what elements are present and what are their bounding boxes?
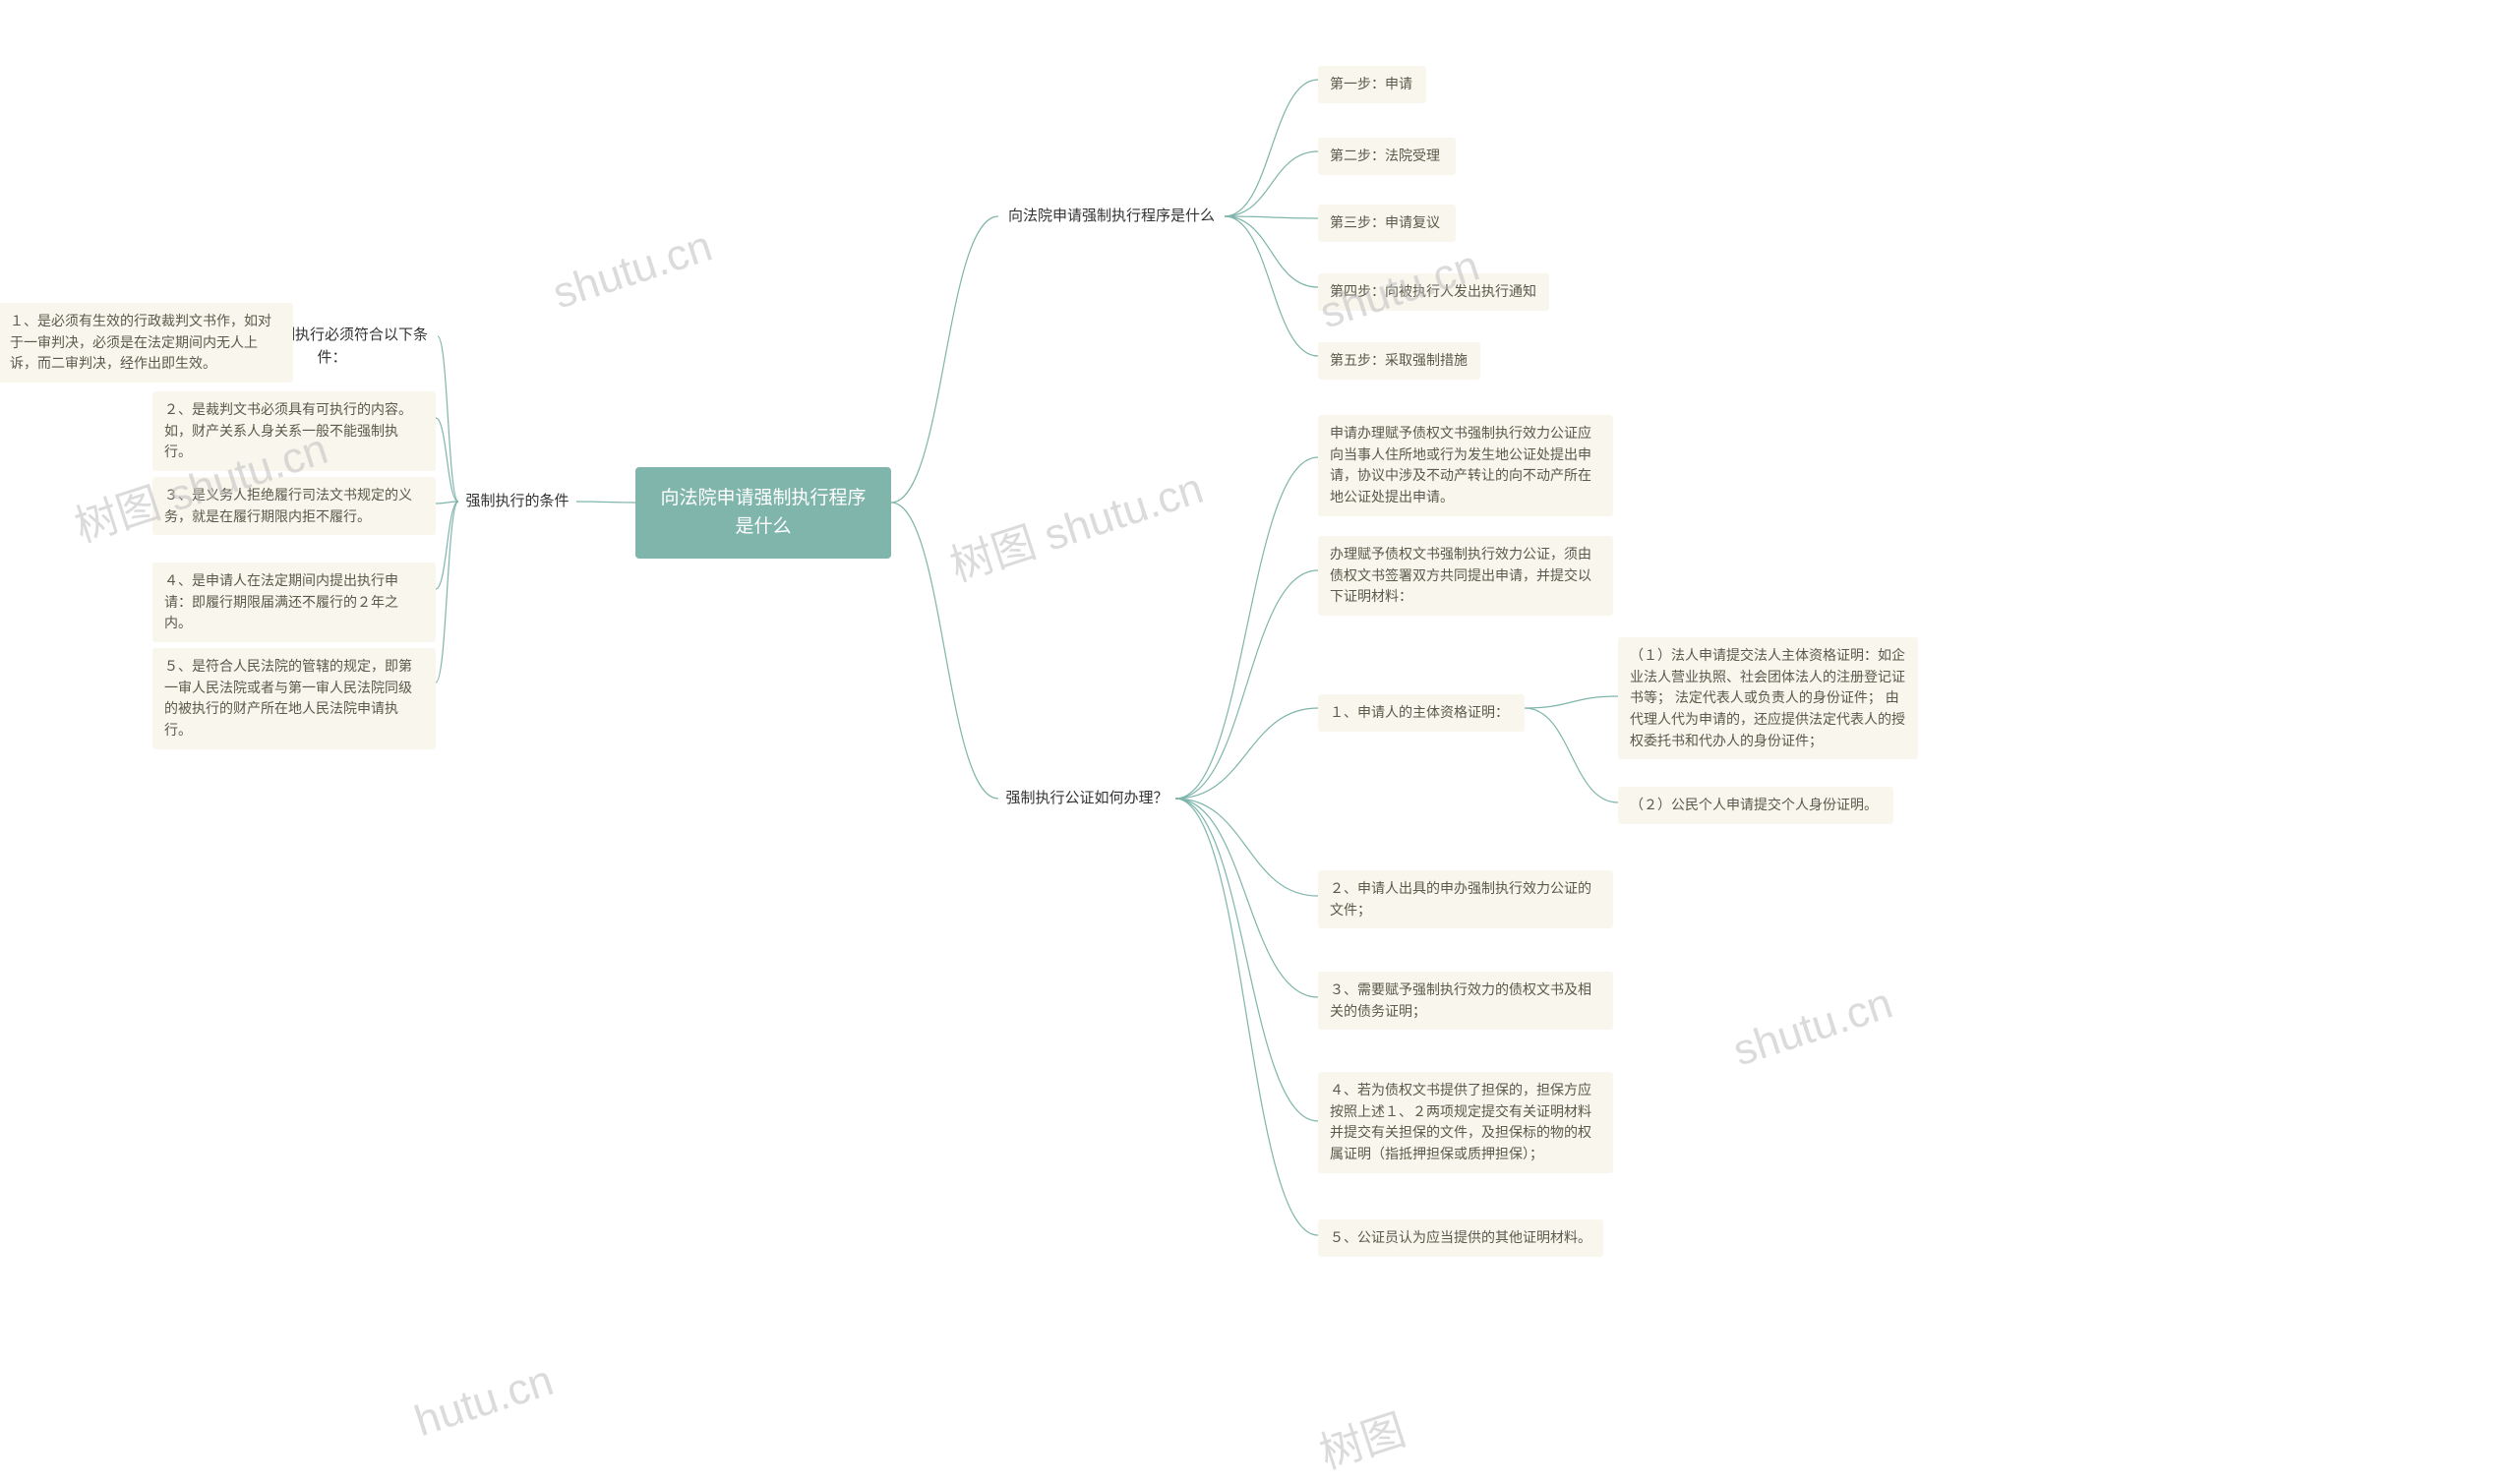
left-leaf-first-child: １、是必须有生效的行政裁判文书作，如对于一审判决，必须是在法定期间内无人上诉，而…	[0, 303, 293, 383]
leaf-right-1-1: 办理赋予债权文书强制执行效力公证，须由债权文书签署双方共同提出申请，并提交以下证…	[1318, 536, 1613, 616]
leaf-left-2: ２、是裁判文书必须具有可执行的内容。如，财产关系人身关系一般不能强制执行。	[152, 391, 436, 471]
left-leaf-first-child-text: １、是必须有生效的行政裁判文书作，如对于一审判决，必须是在法定期间内无人上诉，而…	[10, 311, 281, 375]
leaf-left-4: ４、是申请人在法定期间内提出执行申请：即履行期限届满还不履行的２年之内。	[152, 563, 436, 642]
root-node: 向法院申请强制执行程序是什么	[635, 467, 891, 559]
leaf-left-5: ５、是符合人民法院的管辖的规定，即第一审人民法院或者与第一审人民法院同级的被执行…	[152, 648, 436, 749]
branch-right-1: 强制执行公证如何办理？	[998, 787, 1175, 810]
leaf-right-0-2: 第三步：申请复议	[1318, 205, 1456, 242]
leaf-right-0-0: 第一步：申请	[1318, 66, 1426, 103]
leaf-right-1-5: ４、若为债权文书提供了担保的，担保方应按照上述１、２两项规定提交有关证明材料并提…	[1318, 1072, 1613, 1173]
leaf-right-1-2-0: （１）法人申请提交法人主体资格证明：如企业法人营业执照、社会团体法人的注册登记证…	[1618, 637, 1918, 759]
watermark-1: shutu.cn	[547, 222, 718, 320]
leaf-right-0-1: 第二步：法院受理	[1318, 138, 1456, 175]
root-label: 向法院申请强制执行程序是什么	[657, 485, 869, 541]
leaf-right-1-0: 申请办理赋予债权文书强制执行效力公证应向当事人住所地或行为发生地公证处提出申请，…	[1318, 415, 1613, 516]
left-branch-label: 强制执行的条件	[458, 490, 576, 513]
watermark-6: shutu.cn	[1727, 979, 1898, 1077]
watermark-3: hutu.cn	[409, 1356, 560, 1447]
leaf-right-1-2: １、申请人的主体资格证明：	[1318, 694, 1525, 732]
watermark-2: 树图 shutu.cn	[941, 452, 1210, 593]
leaf-left-3: ３、是义务人拒绝履行司法文书规定的义务，就是在履行期限内拒不履行。	[152, 477, 436, 535]
leaf-right-1-6: ５、公证员认为应当提供的其他证明材料。	[1318, 1219, 1603, 1257]
leaf-right-1-2-1: （２）公民个人申请提交个人身份证明。	[1618, 787, 1893, 824]
leaf-right-1-4: ３、需要赋予强制执行效力的债权文书及相关的债务证明；	[1318, 972, 1613, 1030]
leaf-right-0-3: 第四步：向被执行人发出执行通知	[1318, 273, 1549, 311]
left-branch-text: 强制执行的条件	[465, 491, 569, 513]
branch-right-0: 向法院申请强制执行程序是什么	[998, 205, 1225, 228]
leaf-right-0-4: 第五步：采取强制措施	[1318, 342, 1480, 380]
watermark-5: 树图	[1310, 1395, 1411, 1481]
leaf-right-1-3: ２、申请人出具的申办强制执行效力公证的文件；	[1318, 870, 1613, 928]
